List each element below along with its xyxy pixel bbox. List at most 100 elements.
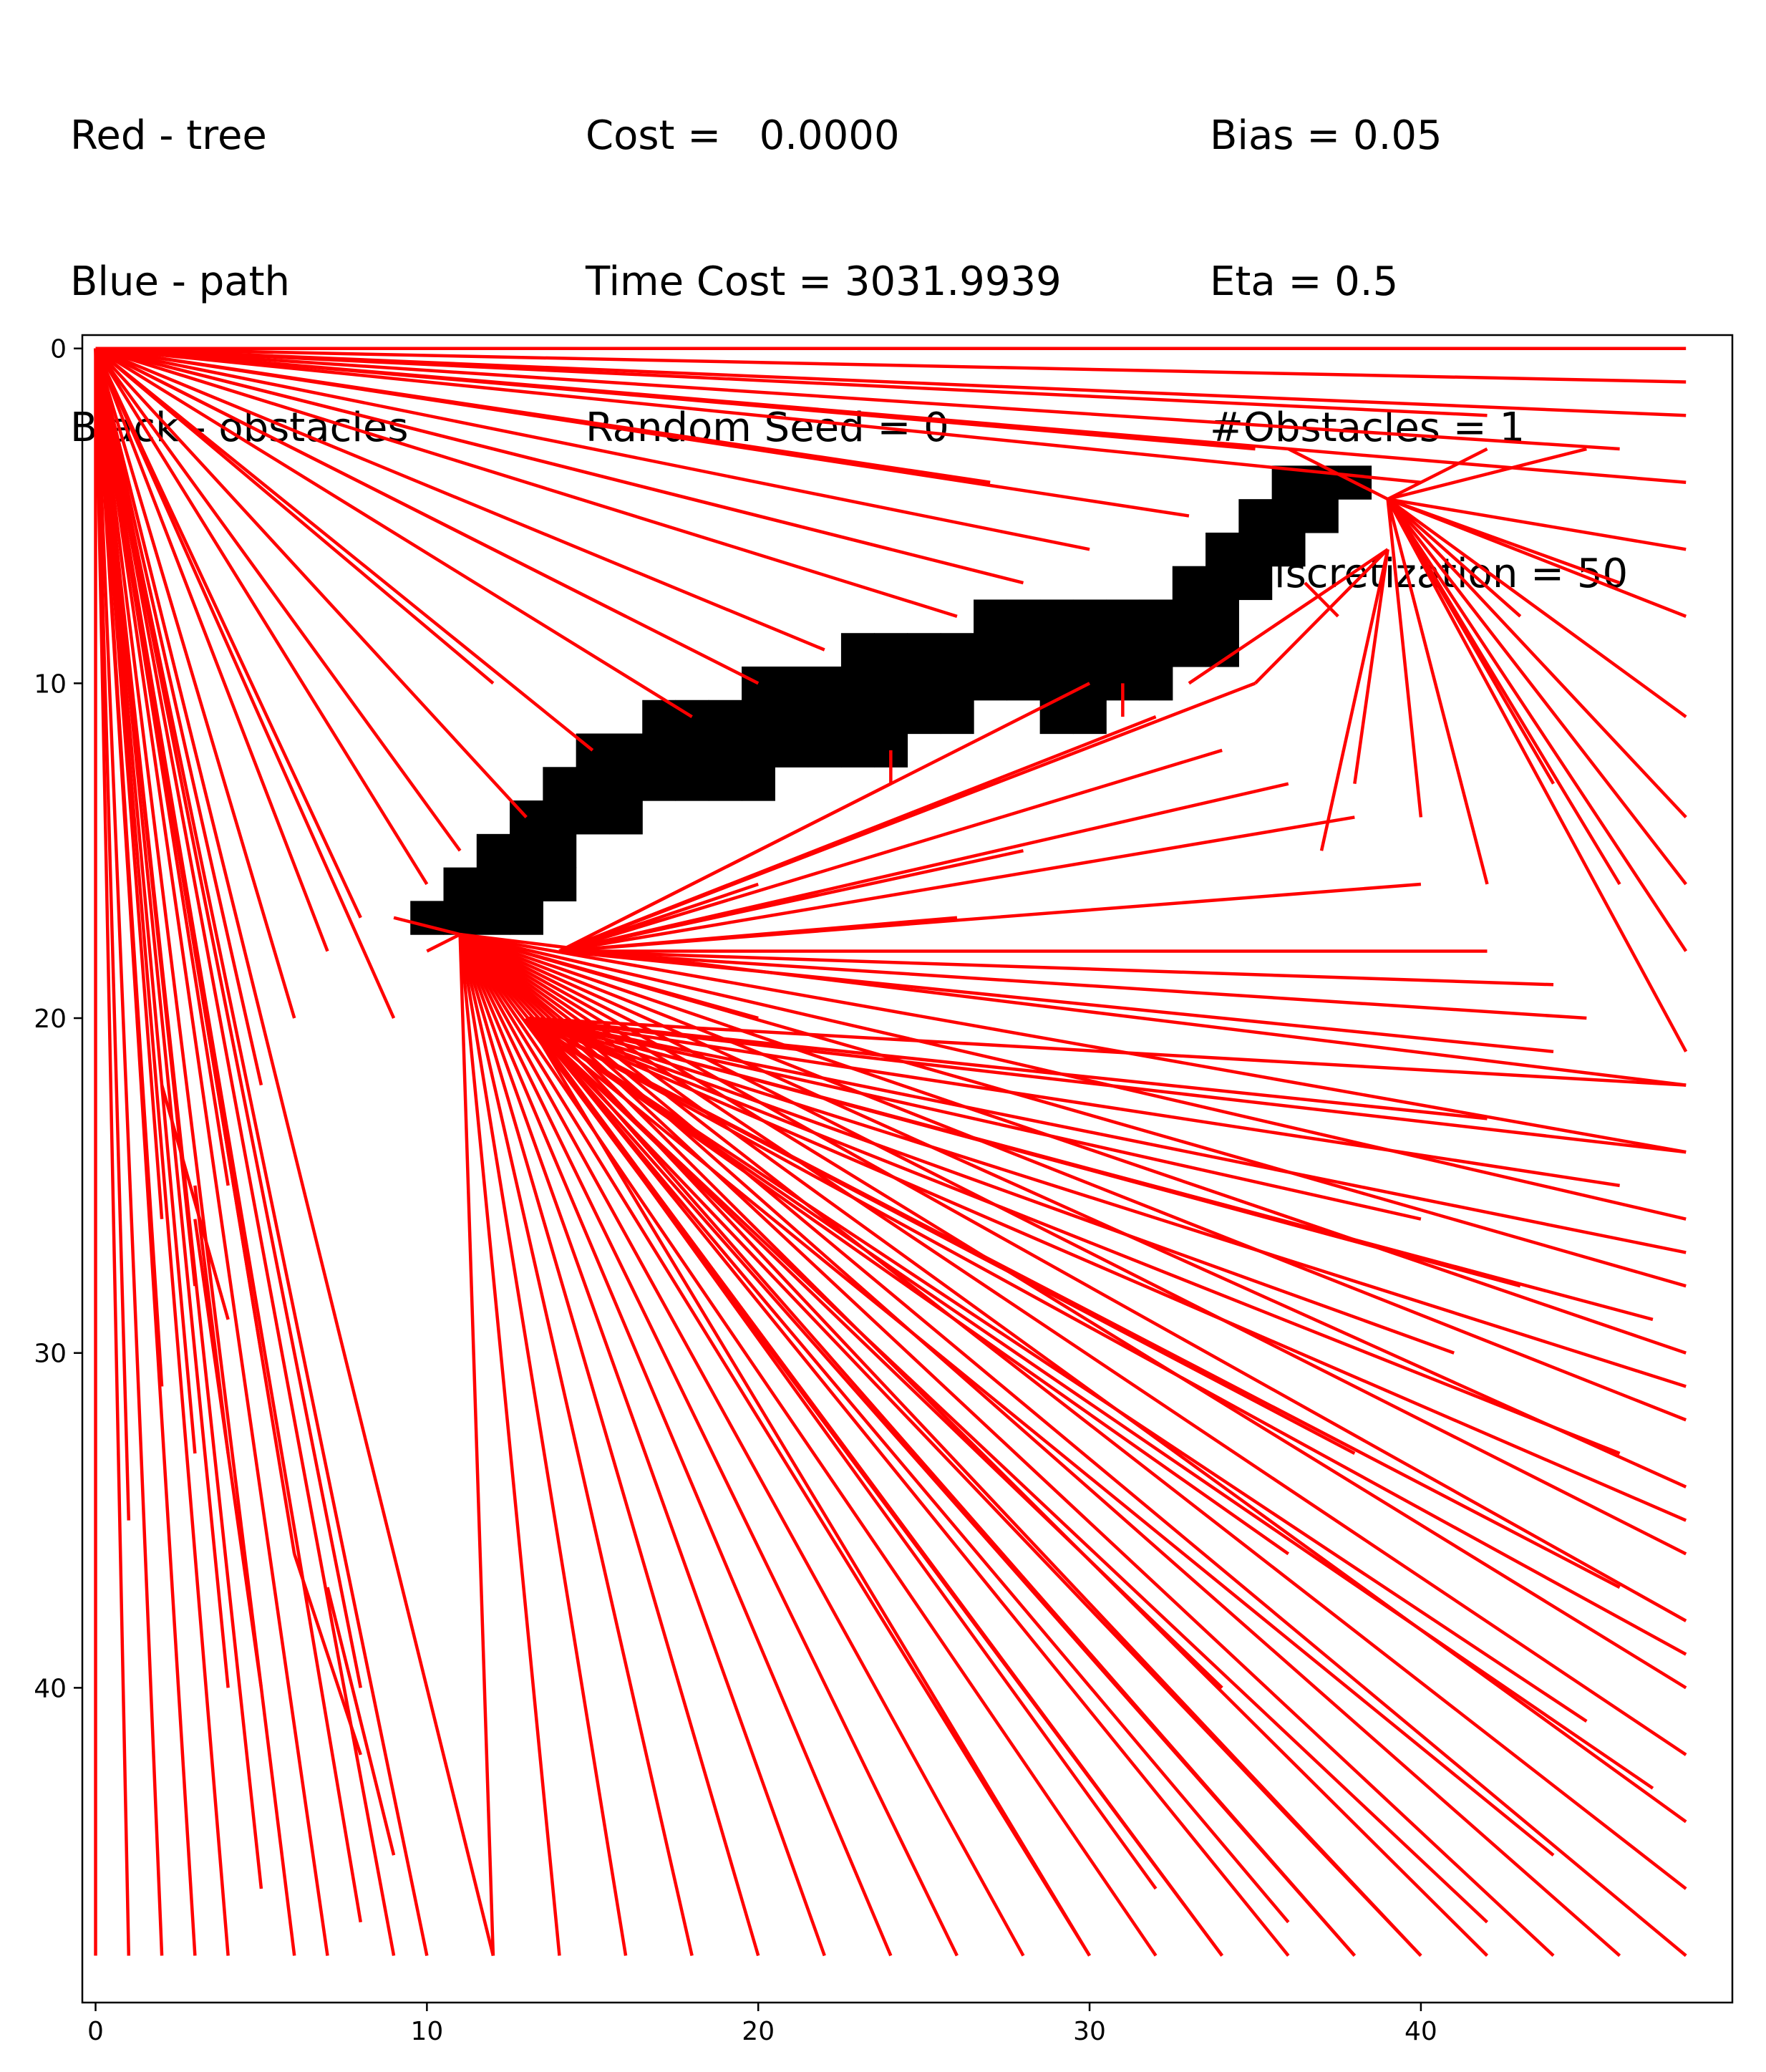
tree-edge — [525, 1016, 1455, 1355]
obstacle-cell — [1006, 599, 1041, 634]
legend-path-text: Blue - path — [70, 258, 291, 305]
tree-edge — [94, 348, 363, 1688]
tree-edge — [94, 348, 131, 1956]
tree-edge — [458, 934, 694, 1957]
tree-edge — [95, 347, 1620, 451]
obstacle-cell — [1271, 499, 1306, 533]
tree-edge — [558, 748, 1223, 953]
obstacle-cell — [1006, 633, 1041, 667]
tree-edge — [1387, 498, 1621, 585]
obstacle-cell — [807, 733, 842, 768]
obstacle-cell — [874, 699, 908, 735]
obstacle-cell — [1106, 599, 1140, 634]
tree-edge — [1319, 548, 1389, 851]
x-tick-label: 0 — [87, 2017, 104, 2046]
tree-edge — [525, 1017, 1091, 1957]
tree-edge — [459, 933, 1687, 1957]
bias-text: Bias = 0.05 — [1210, 112, 1442, 159]
obstacle-cell — [576, 800, 610, 835]
obstacle-cell — [1039, 633, 1074, 667]
tree-edge — [1386, 498, 1687, 886]
obstacle-cell — [543, 833, 577, 868]
obstacle-cell — [510, 901, 543, 935]
obstacle-cell — [608, 733, 643, 768]
obstacle-cell — [476, 867, 510, 901]
tree-edge — [193, 1219, 263, 1688]
tree-edge — [459, 933, 1687, 1556]
tree-edge — [526, 1016, 1687, 1087]
tree-edge — [1287, 447, 1389, 501]
obstacle-cell — [907, 699, 941, 735]
obstacle-cell — [1072, 666, 1107, 701]
obstacle-cell — [1106, 633, 1140, 667]
obstacle-cell — [742, 733, 775, 768]
obstacle-cell — [642, 767, 676, 801]
tree-edge — [1386, 498, 1687, 818]
tree-edge — [525, 1016, 1687, 1254]
tree-edge — [94, 348, 329, 1956]
tree-edge — [525, 1017, 1357, 1957]
tree-edge — [525, 1017, 1555, 1856]
obstacle-cell — [708, 699, 742, 735]
tree-edge — [94, 347, 528, 818]
tree-edge — [559, 949, 1554, 1054]
tree-edge — [1387, 497, 1687, 551]
tree-edge — [160, 1084, 230, 1320]
obstacle-cell — [1304, 499, 1339, 533]
tree-edge — [525, 1017, 1356, 1456]
obstacle-cell — [443, 901, 477, 935]
tree-edge — [94, 348, 429, 1956]
tree-edge — [94, 347, 958, 618]
tree-edge — [94, 347, 329, 952]
tree-edge — [1386, 498, 1688, 952]
tree-edge — [459, 933, 1555, 1957]
obstacle-cell — [1172, 633, 1206, 667]
tree-edge — [459, 933, 1687, 1422]
tree-edge — [95, 347, 1090, 551]
tree-edge — [458, 934, 628, 1956]
tree-edge — [459, 933, 1687, 1690]
tree-edge — [525, 1016, 1620, 1188]
tree-edge — [525, 1016, 1422, 1221]
obstacle-cell — [1139, 599, 1173, 634]
time-cost-text: Time Cost = 3031.9939 — [586, 258, 1062, 305]
x-tick-label: 20 — [742, 2017, 775, 2046]
tree-edge — [95, 347, 991, 485]
tree-edge — [458, 933, 1158, 1957]
tree-edge — [525, 1017, 1290, 1924]
obstacle-cell — [675, 699, 709, 735]
tree-edge — [94, 348, 164, 1956]
tree-edge — [1386, 498, 1489, 885]
tree-edge — [293, 1553, 362, 1756]
obstacle-cell — [742, 666, 775, 701]
tree-edge — [458, 933, 1091, 1957]
tree-edge — [95, 347, 1687, 384]
obstacle-cell — [443, 867, 477, 901]
tree-edge — [525, 1017, 1588, 1723]
axis-ticks: 0 10 20 30 40 0 10 20 30 40 — [34, 335, 1437, 2046]
y-tick-label: 0 — [50, 335, 67, 364]
obstacle-cell — [775, 666, 809, 701]
obstacle-cell — [874, 633, 908, 667]
obstacle-cell — [476, 901, 510, 935]
tree-edge — [525, 1017, 1224, 1957]
tree-edge — [1386, 498, 1688, 1052]
tree-edge — [558, 782, 892, 953]
tree-edge — [326, 1587, 396, 1856]
obstacle-cell — [576, 767, 610, 801]
obstacle-cell — [675, 767, 709, 801]
tree-edge — [1387, 447, 1488, 501]
tree-edge — [94, 348, 230, 1688]
obstacle-cell — [840, 733, 875, 768]
obstacle-cell — [642, 699, 676, 735]
obstacle-cell — [974, 633, 1007, 667]
obstacle-cell — [543, 867, 577, 901]
tree-layer — [94, 347, 1688, 1957]
tree-edge — [94, 348, 263, 1889]
tree-edge — [459, 933, 1687, 1355]
tree-edge — [1387, 498, 1522, 618]
obstacle-cell — [543, 767, 577, 801]
tree-edge — [95, 347, 1488, 417]
obstacle-cell — [974, 666, 1007, 701]
obstacle-cell — [840, 699, 875, 735]
